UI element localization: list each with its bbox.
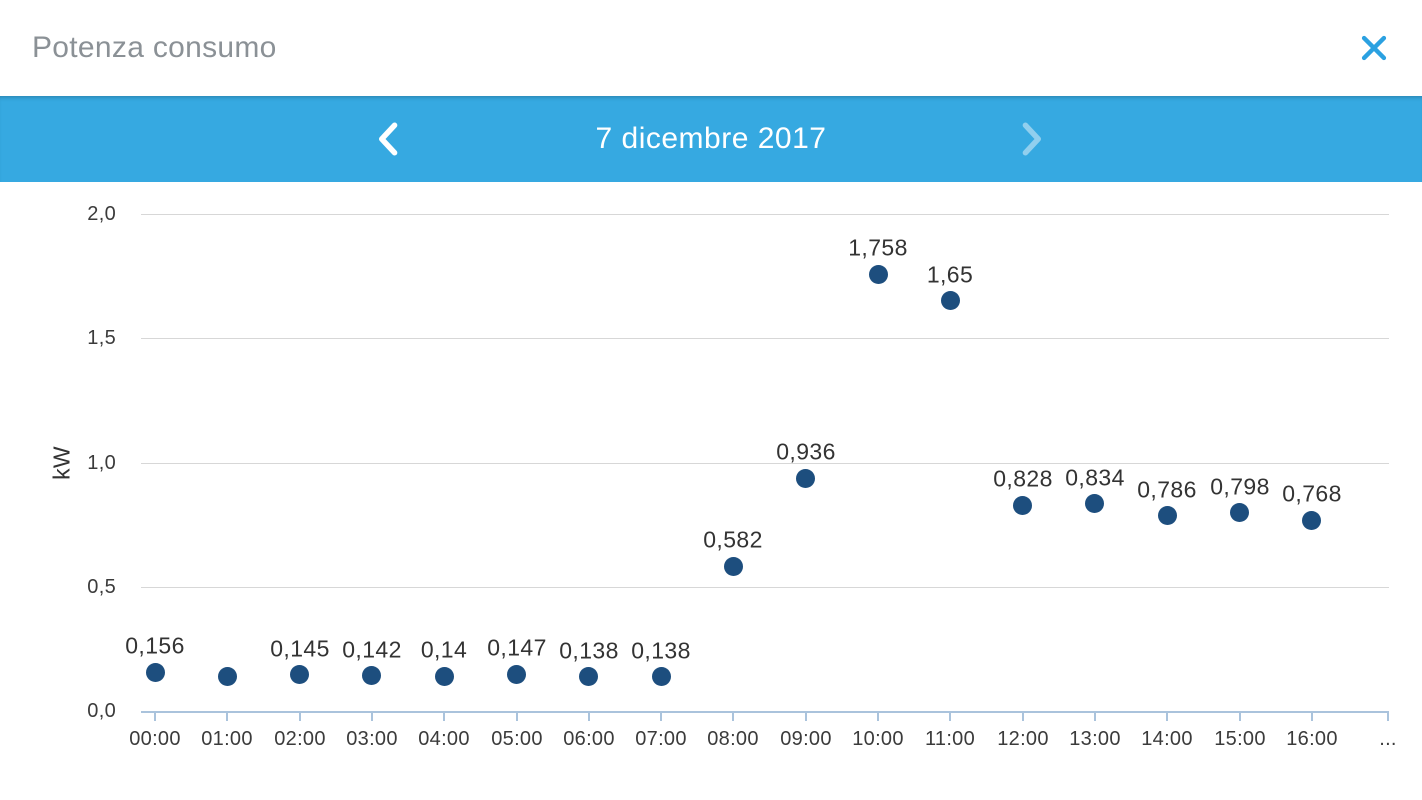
x-axis-tick (1239, 711, 1241, 721)
data-point[interactable] (1302, 511, 1321, 530)
x-axis-tick (1022, 711, 1024, 721)
data-point[interactable] (218, 667, 237, 686)
data-point[interactable] (362, 666, 381, 685)
data-point[interactable] (507, 665, 526, 684)
data-point-label: 1,758 (848, 234, 908, 261)
x-axis-tick-label: 00:00 (129, 728, 181, 750)
x-axis-tick-label: 14:00 (1141, 728, 1193, 750)
power-consumption-chart: kW 0,0 0,5 1,0 1,5 2,0 00:00 01:00 02:00 03:00 04… (0, 182, 1422, 800)
data-point-label: 0,156 (125, 632, 185, 659)
x-axis-tick (154, 711, 156, 721)
chevron-left-icon (379, 122, 398, 156)
date-label: 7 dicembre 2017 (595, 122, 827, 155)
gridline (141, 214, 1389, 215)
x-axis-tick-label: 04:00 (418, 728, 470, 750)
data-point-label: 0,582 (703, 526, 763, 553)
dialog-header: Potenza consumo (0, 0, 1422, 96)
x-axis-tick (443, 711, 445, 721)
x-axis-tick-label: 15:00 (1214, 728, 1266, 750)
data-point[interactable] (1230, 503, 1249, 522)
x-axis-tick-label: 06:00 (563, 728, 615, 750)
data-point[interactable] (1158, 506, 1177, 525)
x-axis-tick-label: 03:00 (346, 728, 398, 750)
data-point-label: 0,138 (631, 637, 691, 664)
gridline (141, 463, 1389, 464)
x-axis-tick (516, 711, 518, 721)
chevron-right-icon (1022, 122, 1041, 156)
x-axis-tick-label: 08:00 (707, 728, 759, 750)
x-axis-line (141, 711, 1389, 713)
x-axis-tick (732, 711, 734, 721)
x-axis-tick (949, 711, 951, 721)
data-point[interactable] (869, 265, 888, 284)
next-day-button[interactable] (1000, 109, 1060, 169)
x-axis-tick-label: 16:00 (1286, 728, 1338, 750)
data-point-label: 0,786 (1137, 476, 1197, 503)
y-axis-tick-label: 1,0 (87, 452, 116, 474)
data-point[interactable] (435, 667, 454, 686)
data-point[interactable] (1013, 496, 1032, 515)
data-point-label: 0,142 (342, 636, 402, 663)
x-axis-tick (226, 711, 228, 721)
x-axis-tick (1094, 711, 1096, 721)
data-point-label: 0,834 (1065, 464, 1125, 491)
x-axis-tick-label: ... (1379, 728, 1397, 750)
data-point[interactable] (941, 291, 960, 310)
data-point-label: 0,936 (776, 438, 836, 465)
x-axis-tick (1166, 711, 1168, 721)
x-axis-tick (371, 711, 373, 721)
x-axis-tick-label: 12:00 (997, 728, 1049, 750)
data-point-label: 0,145 (270, 635, 330, 662)
data-point[interactable] (290, 665, 309, 684)
dialog-title: Potenza consumo (32, 31, 277, 64)
data-point-label: 0,798 (1210, 473, 1270, 500)
x-axis-tick (660, 711, 662, 721)
x-axis-tick (877, 711, 879, 721)
data-point[interactable] (579, 667, 598, 686)
y-axis-tick-label: 0,0 (87, 700, 116, 722)
x-axis-tick-label: 10:00 (852, 728, 904, 750)
x-axis-tick (1387, 711, 1389, 721)
x-axis-tick-label: 11:00 (924, 728, 976, 750)
x-axis-tick-label: 13:00 (1069, 728, 1121, 750)
y-axis-tick-label: 0,5 (87, 576, 116, 598)
x-axis-tick-label: 07:00 (635, 728, 687, 750)
prev-day-button[interactable] (360, 109, 420, 169)
x-axis-tick-label: 09:00 (780, 728, 832, 750)
data-point-label: 0,768 (1282, 480, 1342, 507)
data-point-label: 0,14 (420, 636, 468, 663)
data-point-label: 0,828 (993, 465, 1053, 492)
y-axis-tick-label: 1,5 (87, 327, 116, 349)
close-icon (1361, 35, 1387, 61)
y-axis-tick-label: 2,0 (87, 203, 116, 225)
x-axis-tick (299, 711, 301, 721)
data-point[interactable] (1085, 494, 1104, 513)
x-axis-tick (1311, 711, 1313, 721)
date-navigation-bar: 7 dicembre 2017 (0, 96, 1422, 182)
data-point[interactable] (796, 469, 815, 488)
gridline (141, 338, 1389, 339)
x-axis-tick (805, 711, 807, 721)
x-axis-tick-label: 01:00 (201, 728, 253, 750)
data-point[interactable] (146, 663, 165, 682)
data-point-label: 0,147 (487, 634, 547, 661)
data-point[interactable] (724, 557, 743, 576)
x-axis-tick (588, 711, 590, 721)
data-point-label: 0,138 (559, 637, 619, 664)
x-axis-tick-label: 02:00 (274, 728, 326, 750)
x-axis-tick-label: 05:00 (491, 728, 543, 750)
data-point[interactable] (652, 667, 671, 686)
close-button[interactable] (1350, 24, 1398, 72)
gridline (141, 587, 1389, 588)
data-point-label: 1,65 (926, 261, 974, 288)
